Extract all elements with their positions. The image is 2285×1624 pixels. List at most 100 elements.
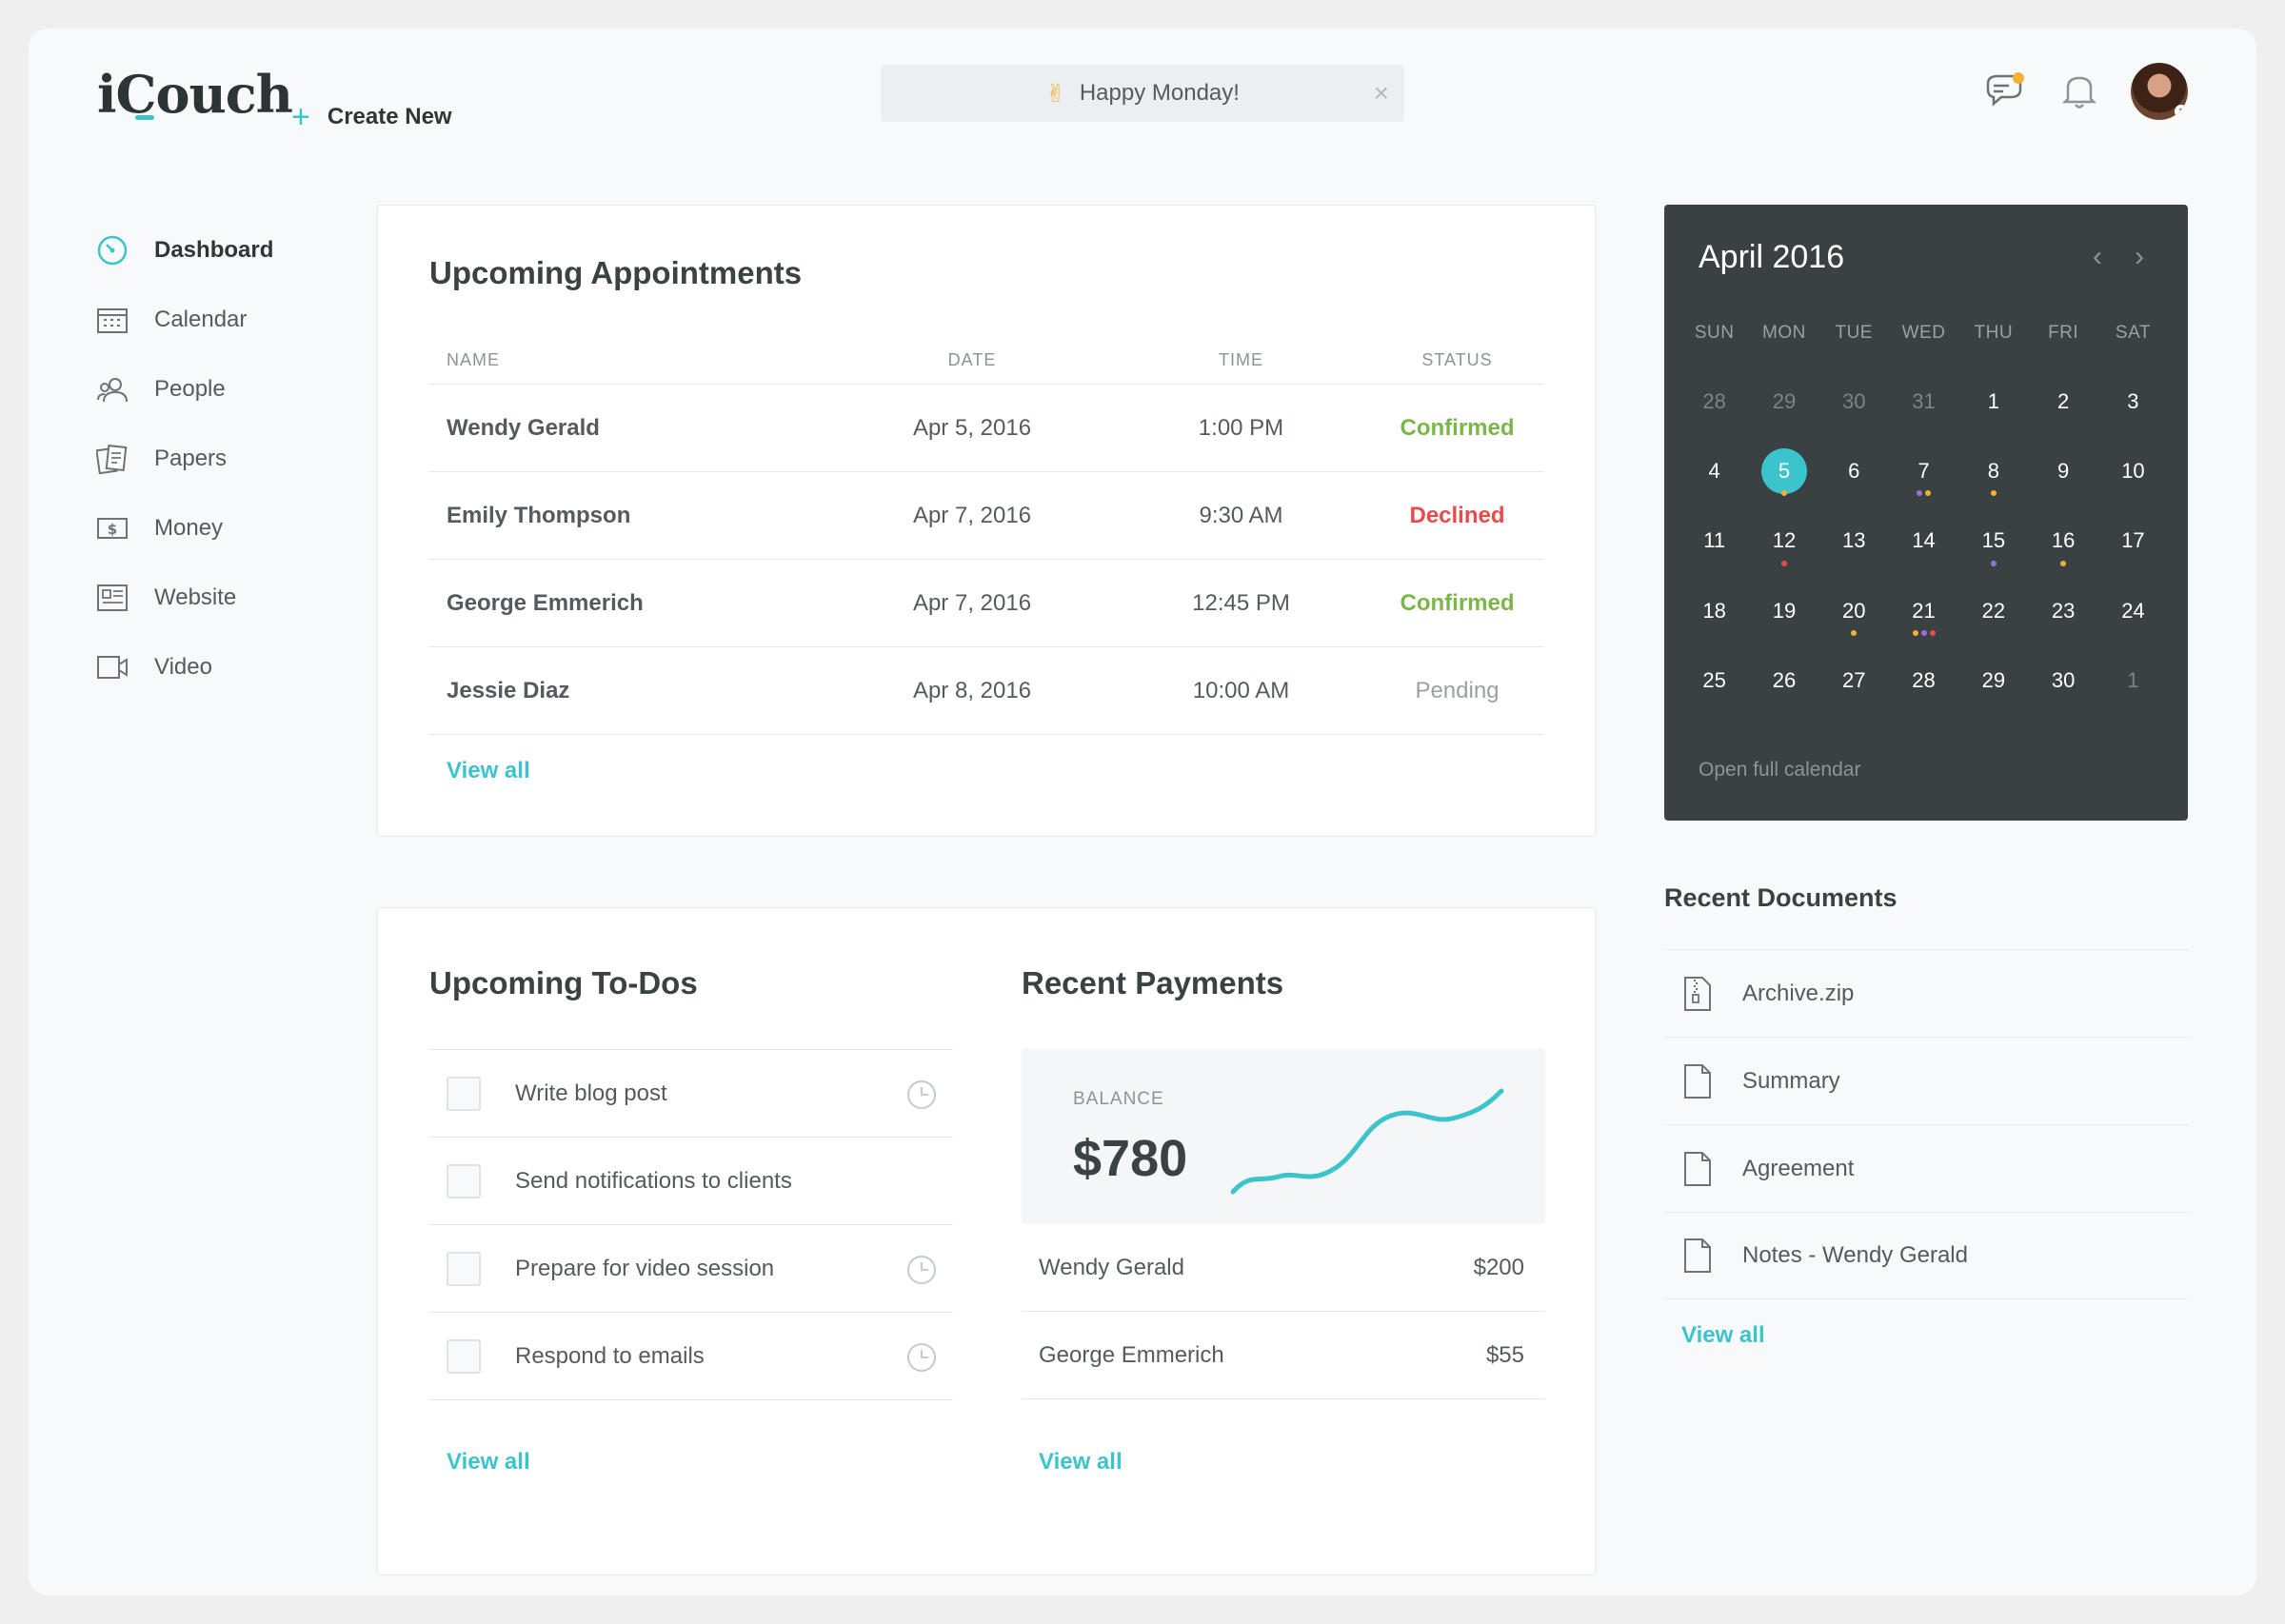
table-row[interactable]: George Emmerich Apr 7, 2016 12:45 PM Con… [429,560,1543,647]
calendar-day[interactable]: 10 [2098,436,2168,505]
calendar-day[interactable]: 6 [1819,436,1889,505]
calendar-day[interactable]: 29 [1958,645,2028,715]
calendar-day[interactable]: 3 [2098,366,2168,436]
calendar-day[interactable]: 26 [1749,645,1818,715]
list-item[interactable]: Agreement [1664,1124,2188,1212]
todo-checkbox[interactable] [447,1076,481,1111]
appointments-view-all-link[interactable]: View all [447,758,530,783]
event-dot [1912,629,1918,636]
create-new-button[interactable]: + Create New [291,99,452,135]
table-row[interactable]: Wendy Gerald Apr 5, 2016 1:00 PM Confirm… [429,385,1543,472]
event-dot [1917,490,1923,497]
calendar-day[interactable]: 30 [2028,645,2097,715]
column-header-status[interactable]: STATUS [1421,350,1493,369]
open-full-calendar-link[interactable]: Open full calendar [1699,759,1861,781]
chat-icon[interactable] [1980,67,2030,116]
document-name: Agreement [1742,1155,1855,1181]
calendar-day[interactable]: 9 [2028,436,2097,505]
calendar-day[interactable]: 24 [2098,576,2168,645]
list-item[interactable]: Archive.zip [1664,949,2188,1037]
todo-checkbox[interactable] [447,1338,481,1374]
calendar-day[interactable]: 19 [1749,576,1818,645]
calendar-day[interactable]: 8 [1958,436,2028,505]
app-logo[interactable]: iCouch [97,64,293,125]
calendar-day[interactable]: 30 [1819,366,1889,436]
payment-amount: $55 [1485,1341,1524,1368]
calendar-day-number: 20 [1842,598,1866,623]
clock-icon[interactable] [905,1341,938,1374]
calendar-day[interactable]: 21 [1889,576,1958,645]
appointment-name: George Emmerich [447,589,644,616]
table-row[interactable]: Jessie Diaz Apr 8, 2016 10:00 AM Pending [429,647,1543,735]
greeting-banner: ✌ Happy Monday! × [881,65,1404,122]
calendar-day[interactable]: 12 [1749,506,1818,576]
calendar-day[interactable]: 31 [1889,366,1958,436]
calendar-day[interactable]: 25 [1679,645,1749,715]
calendar-day-today[interactable]: 5 [1749,436,1818,505]
calendar-day[interactable]: 20 [1819,576,1889,645]
weekday-label: FRI [2048,323,2079,343]
calendar-day-number: 3 [2127,388,2139,413]
calendar-day-number: 1 [1987,388,1999,413]
list-item[interactable]: Wendy Gerald $200 [1022,1224,1545,1312]
svg-text:$: $ [108,521,117,538]
calendar-day[interactable]: 27 [1819,645,1889,715]
logo-accent [135,115,154,120]
calendar-day[interactable]: 15 [1958,506,2028,576]
sidebar-item-money[interactable]: $ Money [95,493,273,563]
calendar-day[interactable]: 22 [1958,576,2028,645]
clock-icon[interactable] [905,1079,938,1111]
documents-view-all-link[interactable]: View all [1681,1322,1765,1348]
column-header-time[interactable]: TIME [1219,350,1263,369]
calendar-day[interactable]: 28 [1679,366,1749,436]
sidebar-item-papers[interactable]: Papers [95,424,273,493]
documents-title: Recent Documents [1664,883,1898,912]
list-item[interactable]: Summary [1664,1037,2188,1124]
calendar-day[interactable]: 1 [1958,366,2028,436]
sidebar-item-website[interactable]: Website [95,563,273,632]
calendar-icon [95,303,129,337]
calendar-day[interactable]: 23 [2028,576,2097,645]
bell-icon[interactable] [2055,67,2104,116]
calendar-day[interactable]: 4 [1679,436,1749,505]
status-badge: Pending [1415,677,1500,703]
column-header-date[interactable]: DATE [947,350,997,369]
calendar-day[interactable]: 11 [1679,506,1749,576]
calendar-day[interactable]: 29 [1749,366,1818,436]
money-icon: $ [95,511,129,545]
calendar-day[interactable]: 16 [2028,506,2097,576]
sidebar-item-dashboard[interactable]: Dashboard [95,215,273,285]
todos-view-all-link[interactable]: View all [447,1449,530,1475]
clock-icon[interactable] [905,1254,938,1286]
list-item[interactable]: George Emmerich $55 [1022,1312,1545,1399]
list-item[interactable]: Notes - Wendy Gerald [1664,1212,2188,1299]
chevron-left-icon[interactable]: ‹ [2093,241,2102,272]
sidebar-item-calendar[interactable]: Calendar [95,285,273,354]
balance-sparkline [1231,1088,1504,1195]
calendar-day[interactable]: 1 [2098,645,2168,715]
avatar[interactable]: ▾ [2131,63,2188,120]
calendar-day[interactable]: 18 [1679,576,1749,645]
weekday-label: WED [1901,323,1946,343]
calendar-day[interactable]: 28 [1889,645,1958,715]
sidebar-item-video[interactable]: Video [95,632,273,702]
calendar-day-number: 19 [1772,598,1797,623]
chevron-right-icon[interactable]: › [2135,241,2144,272]
calendar-day[interactable]: 2 [2028,366,2097,436]
calendar-day[interactable]: 14 [1889,506,1958,576]
calendar-day-number: 31 [1912,388,1936,413]
payment-name: Wendy Gerald [1039,1254,1184,1280]
close-icon[interactable]: × [1373,78,1389,108]
calendar-day[interactable]: 7 [1889,436,1958,505]
calendar-day-number: 24 [2121,598,2145,623]
payments-view-all-link[interactable]: View all [1039,1449,1123,1475]
column-header-name[interactable]: NAME [447,350,501,369]
todo-checkbox[interactable] [447,1163,481,1198]
todo-checkbox[interactable] [447,1251,481,1286]
calendar-day[interactable]: 17 [2098,506,2168,576]
calendar-day[interactable]: 13 [1819,506,1889,576]
event-dot [1990,560,1997,566]
table-row[interactable]: Emily Thompson Apr 7, 2016 9:30 AM Decli… [429,472,1543,560]
event-indicator [1819,629,1889,636]
sidebar-item-people[interactable]: People [95,354,273,424]
